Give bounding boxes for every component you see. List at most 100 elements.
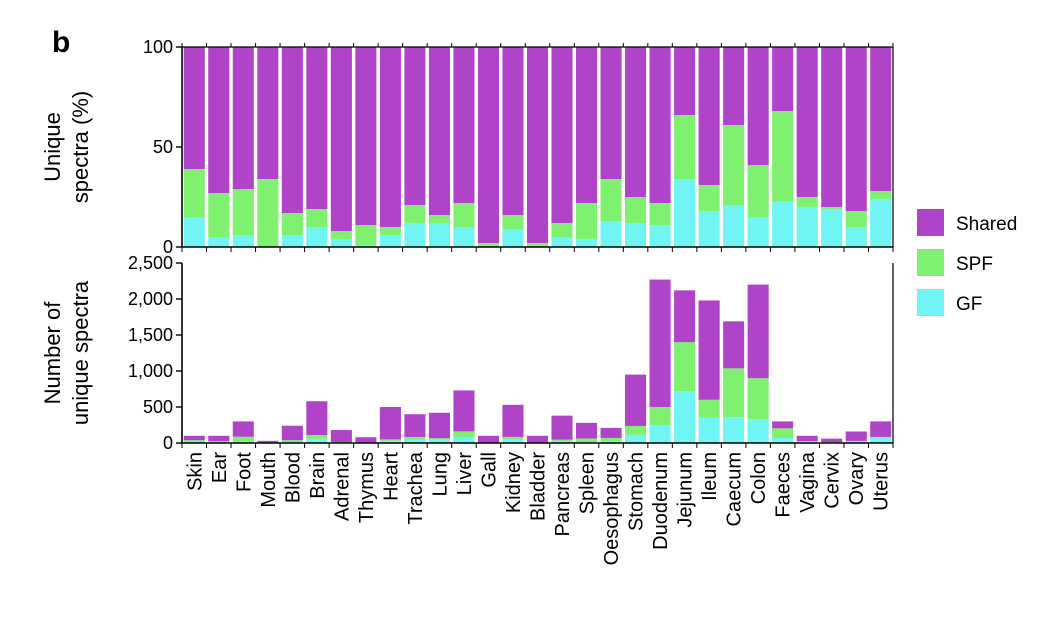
category-label-brain: Brain: [307, 452, 329, 499]
bar-segment-spf-stomach: [625, 197, 647, 223]
bottom-y-axis-label: Number of unique spectra: [40, 280, 93, 425]
bar-segment-spf-blood: [281, 440, 303, 442]
bar-segment-spf-caecum: [723, 368, 745, 418]
bar-segment-shared-gall: [477, 47, 499, 243]
bar-segment-gf-liver: [453, 437, 475, 443]
bar-segment-gf-heart: [379, 440, 401, 443]
bar-segment-gf-duodenum: [649, 225, 671, 247]
bar-segment-shared-colon: [747, 284, 769, 379]
category-label-uterus: Uterus: [871, 452, 893, 511]
bar-segment-spf-bladder: [526, 243, 549, 247]
bar-segment-shared-adrenal: [330, 47, 352, 231]
bar-segment-gf-jejunum: [674, 179, 696, 247]
bar-segment-shared-oesophagus: [600, 427, 622, 438]
bar-segment-shared-ileum: [698, 47, 720, 185]
bar-segment-shared-brain: [306, 401, 328, 436]
bar-segment-shared-uterus: [870, 421, 892, 437]
category-label-lung: Lung: [429, 452, 451, 497]
bar-segment-shared-liver: [453, 390, 475, 432]
bar-segment-shared-skin: [183, 47, 205, 169]
bar-segment-shared-thymus: [355, 437, 377, 443]
y-tick-label: 2,000: [128, 289, 173, 309]
y-axis-label-line: spectra (%): [68, 91, 93, 203]
bar-segment-shared-foot: [232, 47, 254, 189]
bar-segment-gf-caecum: [723, 205, 745, 247]
bar-segment-spf-mouth: [257, 179, 279, 247]
category-label-cervix: Cervix: [822, 452, 844, 509]
bar-segment-shared-trachea: [404, 414, 426, 437]
category-labels: Skin Ear Foot Mouth Blood Brain Adrenal Thymus H…: [184, 451, 892, 565]
bar-segment-spf-lung: [428, 215, 450, 223]
category-label-liver: Liver: [454, 452, 476, 496]
bar-segment-shared-ileum: [698, 300, 720, 400]
bar-segment-spf-oesophagus: [600, 179, 622, 221]
bar-segment-spf-ear: [208, 193, 230, 237]
category-label-skin: Skin: [184, 452, 206, 491]
bar-segment-gf-heart: [379, 235, 401, 247]
bar-segment-shared-pancreas: [551, 47, 573, 223]
bar-segment-spf-ileum: [698, 185, 720, 211]
bar-segment-gf-colon: [747, 217, 769, 247]
bar-segment-spf-blood: [281, 213, 303, 235]
category-label-stomach: Stomach: [626, 452, 648, 531]
bar-segment-gf-trachea: [404, 223, 426, 247]
bar-segment-spf-lung: [428, 438, 450, 440]
bar-segment-spf-trachea: [404, 205, 426, 223]
bar-segment-spf-adrenal: [330, 231, 352, 239]
bottom-count-chart: 0 500 1,000 1,500 2,000 2,500: [128, 253, 894, 453]
bar-segment-spf-ovary: [845, 440, 867, 442]
bar-segment-spf-ear: [208, 441, 230, 443]
bar-segment-gf-adrenal: [330, 239, 352, 247]
bar-segment-shared-duodenum: [649, 279, 671, 407]
bar-segment-gf-duodenum: [649, 425, 671, 443]
bar-segment-shared-liver: [453, 47, 475, 203]
bar-segment-spf-faeces: [772, 111, 794, 201]
bar-segment-spf-oesophagus: [600, 437, 622, 442]
bar-segment-shared-vagina: [796, 47, 818, 197]
bar-segment-spf-skin: [183, 169, 205, 217]
category-label-vagina: Vagina: [797, 451, 819, 513]
bar-segment-spf-colon: [747, 165, 769, 217]
bar-segment-spf-gall: [477, 243, 499, 247]
category-label-gall: Gall: [478, 452, 500, 488]
bar-segment-gf-brain: [306, 227, 328, 247]
bar-segment-gf-lung: [428, 223, 450, 247]
category-label-foot: Foot: [233, 452, 255, 492]
bar-segment-gf-ear: [208, 237, 230, 247]
legend-swatch-shared: [917, 209, 944, 236]
bar-segment-spf-ileum: [698, 399, 720, 418]
bar-segment-shared-spleen: [575, 422, 598, 439]
category-label-kidney: Kidney: [503, 452, 525, 513]
bar-segment-shared-heart: [379, 47, 401, 227]
bar-segment-shared-kidney: [502, 47, 524, 215]
bar-segment-shared-ovary: [845, 431, 867, 441]
bar-segment-gf-jejunum: [674, 391, 696, 443]
bar-segment-shared-ear: [208, 435, 230, 442]
legend-label-spf: SPF: [956, 254, 993, 275]
bar-segment-spf-spleen: [575, 203, 598, 239]
category-label-heart: Heart: [380, 452, 402, 501]
bar-segment-gf-oesophagus: [600, 441, 622, 443]
bar-segment-gf-ovary: [845, 227, 867, 247]
category-label-caecum: Caecum: [724, 452, 746, 526]
bar-segment-spf-jejunum: [674, 115, 696, 179]
bar-segment-gf-ileum: [698, 417, 720, 443]
bar-segment-spf-uterus: [870, 436, 892, 438]
bar-segment-spf-skin: [183, 440, 205, 442]
bar-segment-spf-colon: [747, 378, 769, 420]
bar-segment-shared-caecum: [723, 47, 745, 125]
bar-segment-shared-lung: [428, 47, 450, 215]
bar-segment-spf-liver: [453, 203, 475, 227]
bar-segment-spf-pancreas: [551, 439, 573, 442]
category-label-blood: Blood: [282, 452, 304, 503]
category-label-duodenum: Duodenum: [650, 452, 672, 550]
bar-segment-gf-vagina: [796, 207, 818, 247]
bar-segment-spf-stomach: [625, 425, 647, 435]
bar-segment-spf-brain: [306, 435, 328, 439]
bar-segment-shared-spleen: [575, 47, 598, 203]
bar-segment-shared-cervix: [821, 438, 843, 443]
bar-segment-shared-heart: [379, 407, 401, 440]
bar-segment-shared-skin: [183, 435, 205, 441]
bar-segment-spf-trachea: [404, 436, 426, 440]
